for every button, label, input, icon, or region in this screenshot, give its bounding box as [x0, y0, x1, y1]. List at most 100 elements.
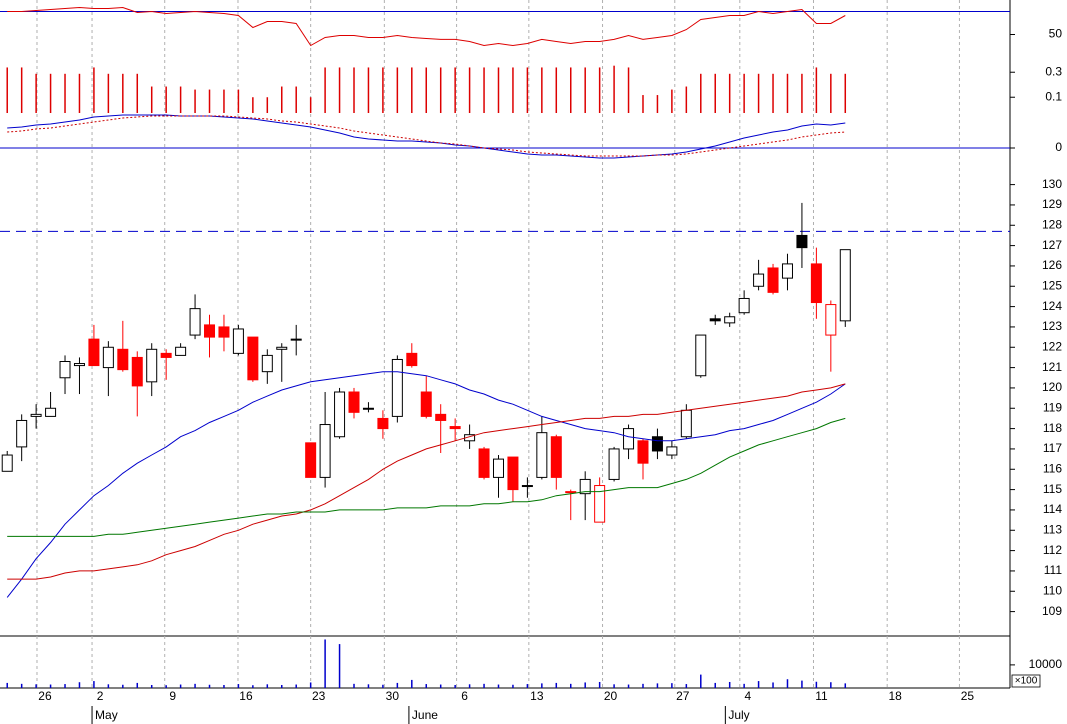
bar	[281, 86, 283, 113]
x-tick-label: 9	[169, 689, 176, 703]
candle-body	[839, 249, 851, 322]
candle-body	[30, 413, 42, 417]
bar	[382, 684, 384, 688]
bar	[743, 683, 745, 688]
bar	[512, 684, 514, 688]
candle-body	[608, 448, 620, 480]
candle-body	[59, 361, 71, 379]
y-tick-label: 114	[1043, 502, 1062, 516]
candle-body	[160, 352, 172, 358]
bar	[801, 73, 803, 113]
bar	[367, 67, 370, 113]
y-tick-label: 117	[1043, 441, 1062, 455]
bar	[598, 67, 601, 113]
line-series	[7, 114, 846, 159]
bar	[830, 682, 832, 688]
y-tick-label: 130	[1042, 177, 1062, 191]
bar	[627, 684, 630, 688]
candle-body	[521, 485, 533, 488]
bar	[136, 73, 139, 113]
bar	[78, 682, 81, 688]
candle-body	[334, 391, 346, 438]
y-tick-label: 10000	[1029, 657, 1063, 671]
bar	[338, 67, 341, 113]
y-tick-label: 116	[1043, 461, 1062, 475]
bar	[757, 681, 760, 688]
y-tick-label: 121	[1042, 360, 1062, 374]
bar	[728, 681, 731, 688]
bar	[786, 73, 789, 113]
bar	[20, 683, 23, 688]
y-tick-label: 0	[1055, 140, 1062, 154]
bar	[743, 73, 745, 113]
candle-body	[594, 485, 606, 523]
bar	[295, 684, 297, 688]
candle-body	[695, 334, 707, 377]
candle-body	[218, 326, 230, 338]
y-tick-label: 124	[1042, 299, 1062, 313]
candle-body	[319, 424, 331, 478]
y-tick-label: 122	[1042, 339, 1062, 353]
bar	[49, 73, 52, 113]
bar	[49, 684, 52, 688]
candle-body	[232, 328, 244, 354]
y-tick-label: 127	[1042, 238, 1062, 252]
bar	[772, 682, 774, 688]
candle-body	[651, 436, 663, 452]
bar	[223, 89, 225, 113]
month-label: June	[412, 708, 438, 722]
bar	[483, 683, 485, 688]
candle-body	[305, 442, 317, 478]
x-tick-label: 26	[38, 689, 52, 703]
y-tick-label: 113	[1043, 522, 1062, 536]
candle-body	[261, 354, 273, 373]
bar	[815, 681, 818, 688]
bar	[598, 681, 601, 688]
bar	[656, 683, 659, 688]
y-tick-label: 111	[1044, 563, 1063, 577]
y-tick-label: 129	[1042, 197, 1062, 211]
unit-box	[1011, 674, 1041, 688]
candle-body	[204, 324, 216, 338]
y-tick-label: 110	[1043, 583, 1062, 597]
candle-body	[16, 419, 28, 448]
line-series	[7, 383, 846, 580]
month-label: July	[728, 708, 749, 722]
bar	[396, 682, 399, 688]
bar	[165, 685, 167, 688]
bar	[194, 89, 196, 113]
x-tick-label: 16	[239, 689, 253, 703]
bar	[150, 684, 153, 688]
bar	[497, 67, 500, 113]
bar	[801, 680, 803, 688]
bar	[281, 684, 283, 688]
bar	[671, 89, 673, 113]
y-tick-label: 123	[1042, 319, 1062, 333]
bar	[555, 67, 558, 113]
bar	[555, 682, 558, 688]
y-tick-label: 0.3	[1045, 64, 1062, 78]
bar	[353, 683, 355, 688]
candle-body	[680, 409, 692, 438]
candle-body	[377, 417, 389, 430]
candle-body	[348, 391, 360, 413]
bar	[252, 97, 254, 113]
bar	[20, 67, 23, 113]
y-tick-label: 112	[1043, 543, 1062, 557]
bar	[6, 682, 8, 688]
candle-body	[709, 318, 721, 322]
bar	[78, 73, 81, 113]
bar	[844, 73, 847, 113]
y-tick-label: 119	[1043, 400, 1062, 414]
bar	[35, 684, 37, 688]
bar	[830, 73, 832, 113]
bar	[454, 684, 456, 688]
bar	[656, 95, 659, 113]
bar	[512, 67, 514, 113]
bar	[309, 97, 312, 113]
x-tick-label: 4	[744, 689, 751, 703]
line-series	[7, 6, 846, 47]
bar	[454, 67, 456, 113]
y-tick-label: 0.1	[1045, 89, 1062, 103]
